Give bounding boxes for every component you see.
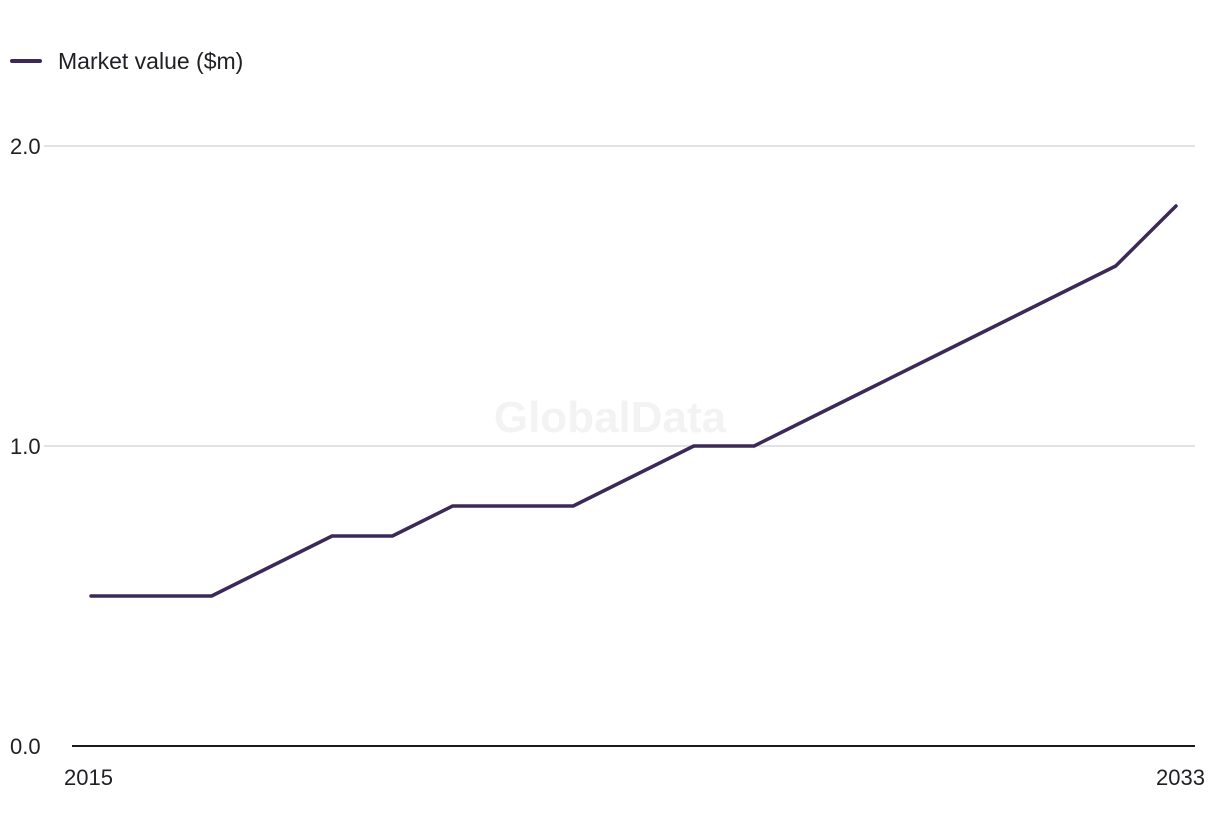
series-line-market-value xyxy=(89,204,1178,598)
gridlines xyxy=(44,145,1195,447)
watermark: GlobalData xyxy=(494,393,727,442)
x-tick-label: 2015 xyxy=(64,765,113,790)
y-axis-ticks: 0.0 1.0 2.0 xyxy=(10,134,41,759)
legend-label: Market value ($m) xyxy=(58,48,244,74)
legend: Market value ($m) xyxy=(10,46,243,76)
y-tick-label: 2.0 xyxy=(10,134,41,159)
x-tick-label: 2033 xyxy=(1156,765,1205,790)
legend-swatch xyxy=(10,59,42,63)
y-tick-label: 0.0 xyxy=(10,734,41,759)
x-axis-ticks: 2015 2033 xyxy=(64,765,1205,790)
y-tick-label: 1.0 xyxy=(10,434,41,459)
